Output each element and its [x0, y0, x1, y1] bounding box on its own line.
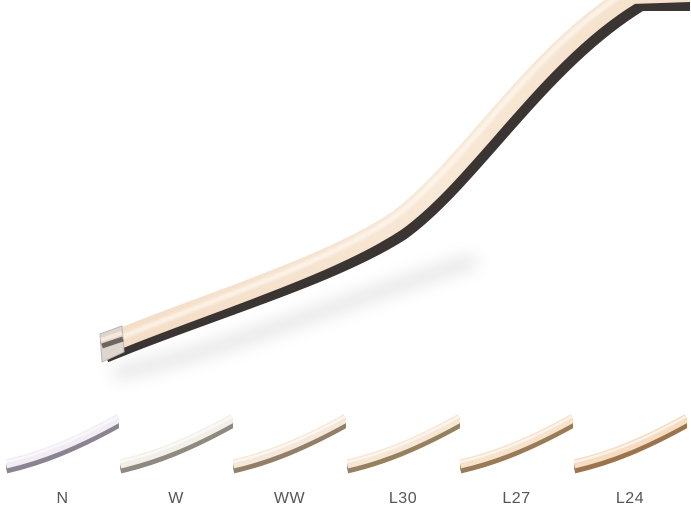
variant-strip-image: [6, 414, 119, 474]
variant-swatch-ww: WW: [233, 408, 346, 512]
variant-label: WW: [273, 490, 306, 507]
variant-label: N: [56, 490, 69, 507]
variant-strip-image: [573, 414, 687, 474]
strip-end-cap: [99, 325, 125, 363]
variant-strip-image: [460, 414, 573, 474]
variant-swatch-n: N: [6, 408, 119, 512]
variant-swatch-w: W: [119, 408, 233, 512]
variant-label: W: [168, 490, 184, 507]
variant-strip-image: [346, 414, 460, 474]
variant-label: L27: [502, 490, 531, 507]
hero-led-strip: [99, 0, 691, 379]
variant-swatch-l24: L24: [573, 408, 687, 512]
variant-strip-image: [119, 414, 233, 474]
variant-swatch-l27: L27: [460, 408, 573, 512]
variant-swatch-l30: L30: [346, 408, 460, 512]
variant-label: L24: [615, 490, 645, 507]
variant-strip-image: [233, 414, 346, 474]
variant-label: L30: [388, 490, 418, 507]
